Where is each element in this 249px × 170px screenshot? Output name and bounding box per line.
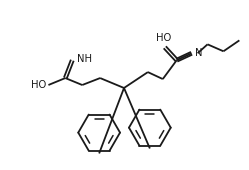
Text: HO: HO: [31, 80, 46, 90]
Text: NH: NH: [77, 54, 92, 64]
Text: HO: HO: [156, 33, 171, 43]
Text: N: N: [195, 48, 202, 58]
